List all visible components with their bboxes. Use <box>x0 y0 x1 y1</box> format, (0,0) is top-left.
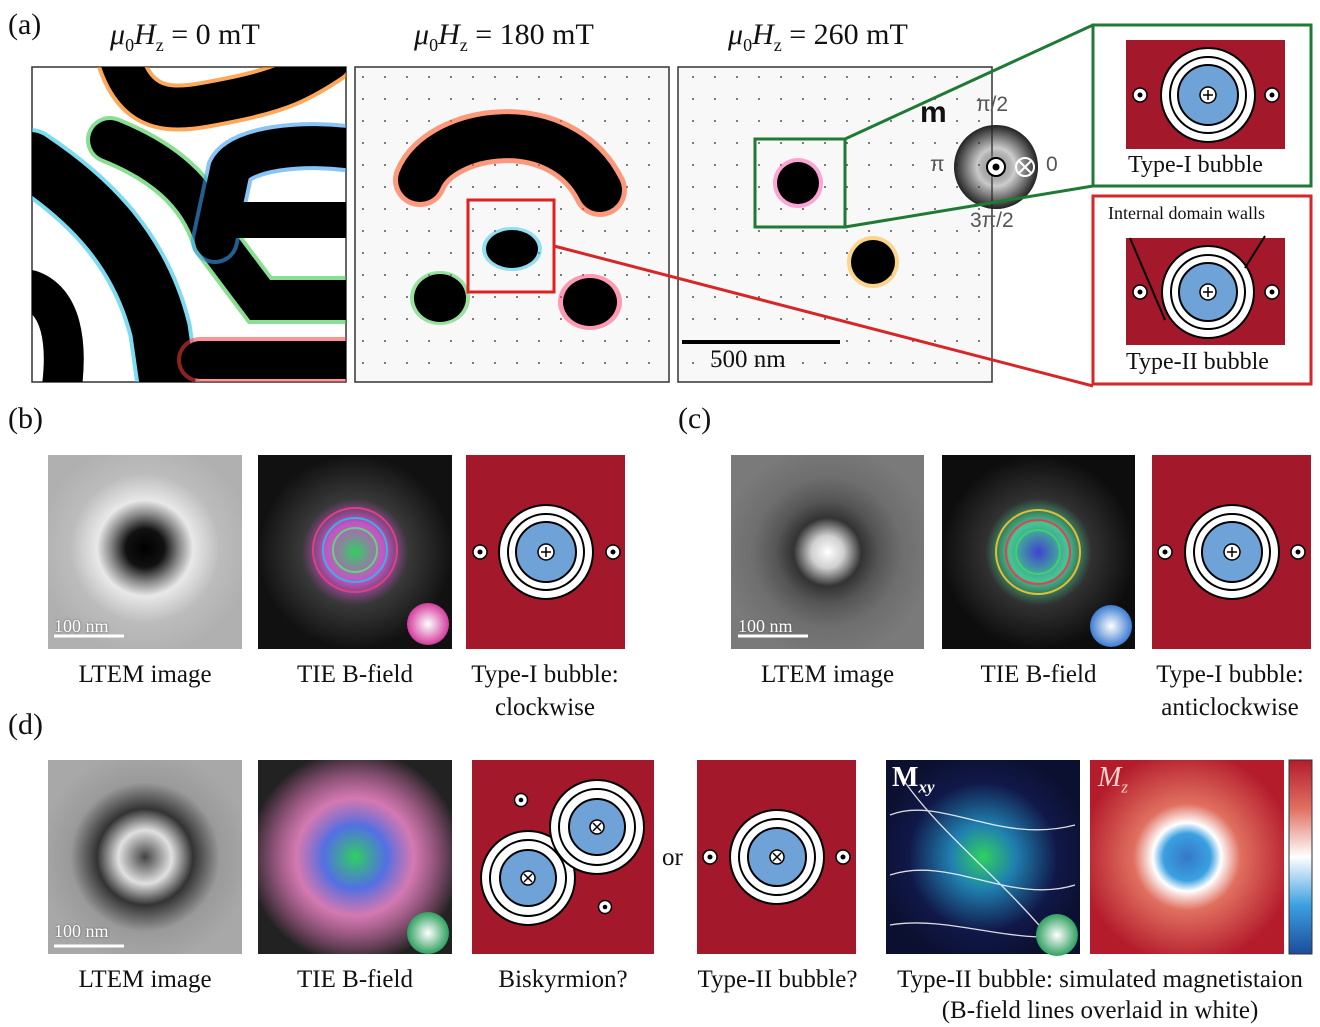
color-wheel-icon-b <box>407 603 449 645</box>
panel-c-graphics <box>731 455 1311 649</box>
panel-label-c: (c) <box>678 402 712 435</box>
mxy-label: Mxy <box>892 762 935 797</box>
type2-inset-label: Type-II bubble <box>1126 349 1269 375</box>
scalebar-500nm-label: 500 nm <box>710 346 786 373</box>
wheel-top-label: π/2 <box>976 93 1009 116</box>
caption-anticlockwise: anticlockwise <box>1161 694 1299 721</box>
labyrinth-simulation <box>31 66 347 383</box>
or-text: or <box>662 844 683 871</box>
caption-ltem-d: LTEM image <box>78 966 212 993</box>
caption-clockwise: clockwise <box>495 694 595 721</box>
caption-tie-d: TIE B-field <box>297 966 413 993</box>
wheel-bottom-label: 3π/2 <box>970 209 1014 232</box>
into-page-icon <box>1015 157 1035 177</box>
caption-type2-simulated: Type-II bubble: simulated magnetistaion <box>897 966 1303 993</box>
panel-a-graphics <box>31 23 1313 388</box>
field-260-simulation <box>553 23 1094 388</box>
field-180-simulation <box>354 66 670 383</box>
type1-bubble-inset <box>1091 23 1313 188</box>
caption-bfield-overlay: (B-field lines overlaid in white) <box>941 997 1259 1024</box>
field-title-0mT: μ0Hz = 0 mT <box>110 18 260 55</box>
caption-ltem-b: LTEM image <box>78 661 212 688</box>
scalebar-100nm-d-label: 100 nm <box>54 921 109 941</box>
caption-type1-b: Type-I bubble: <box>471 661 619 688</box>
panel-label-d: (d) <box>8 708 43 741</box>
panel-label-b: (b) <box>8 402 43 435</box>
panel-b-graphics <box>48 455 625 649</box>
scalebar-100nm-b-label: 100 nm <box>54 616 109 636</box>
field-title-180mT: μ0Hz = 180 mT <box>414 18 594 55</box>
panel-label-a: (a) <box>8 8 42 41</box>
scalebar-100nm-c-label: 100 nm <box>738 616 793 636</box>
caption-tie-b: TIE B-field <box>297 661 413 688</box>
mz-label: Mz <box>1098 762 1128 797</box>
color-wheel-icon-mxy <box>1036 914 1078 956</box>
field-title-260mT: μ0Hz = 260 mT <box>728 18 908 55</box>
type1-inset-label: Type-I bubble <box>1128 152 1263 178</box>
caption-biskyrmion: Biskyrmion? <box>498 966 628 993</box>
caption-tie-c: TIE B-field <box>980 661 1097 688</box>
type1-highlight-box <box>753 137 847 229</box>
type2-bubble-inset <box>1091 194 1313 386</box>
caption-ltem-c: LTEM image <box>760 661 895 688</box>
m-vector-label: m <box>920 96 947 129</box>
color-wheel-icon-d <box>407 912 449 954</box>
mz-simulation <box>1090 760 1284 954</box>
wheel-right-label: 0 <box>1046 153 1058 176</box>
ltem-image-c <box>731 455 924 649</box>
color-wheel-icon-c <box>1090 605 1132 647</box>
caption-type2-question: Type-II bubble? <box>697 966 858 993</box>
mz-colorbar <box>1288 759 1313 955</box>
internal-walls-label: Internal domain walls <box>1108 203 1265 223</box>
wheel-left-label: π <box>930 153 945 176</box>
ltem-image-b <box>48 455 242 649</box>
panel-d-graphics <box>48 759 1313 956</box>
ltem-image-d <box>48 760 242 954</box>
caption-type1-c: Type-I bubble: <box>1156 661 1304 688</box>
